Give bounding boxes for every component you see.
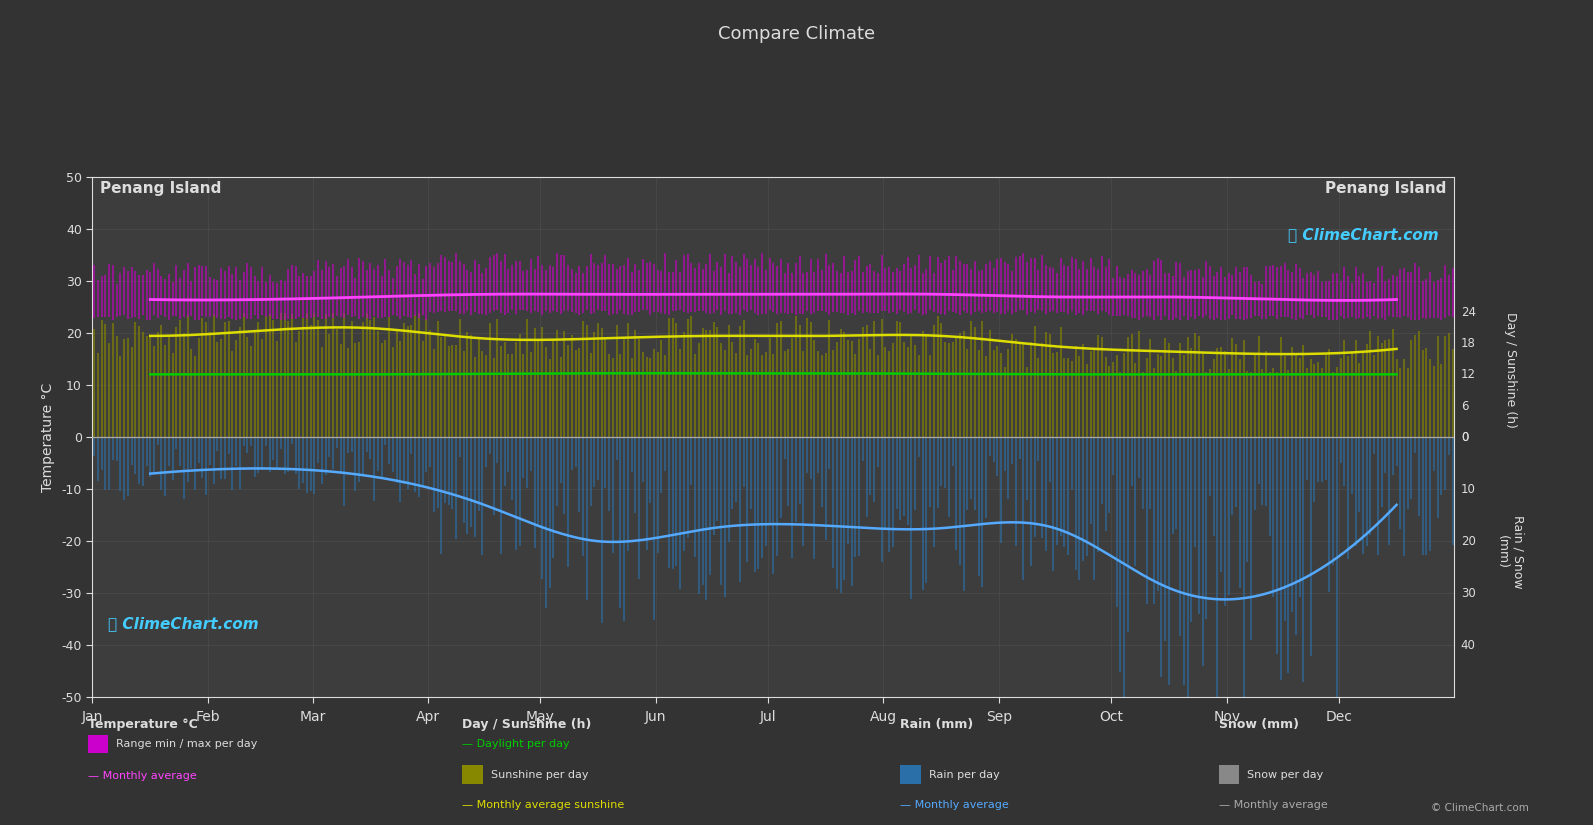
Text: 🌐 ClimeChart.com: 🌐 ClimeChart.com xyxy=(1287,227,1438,242)
Text: 10: 10 xyxy=(1461,483,1475,496)
Text: Rain / Snow
(mm): Rain / Snow (mm) xyxy=(1496,515,1525,588)
Text: Rain per day: Rain per day xyxy=(929,770,999,780)
Text: Rain (mm): Rain (mm) xyxy=(900,718,973,731)
Text: Compare Climate: Compare Climate xyxy=(718,25,875,43)
Text: 20: 20 xyxy=(1461,535,1475,548)
Y-axis label: Temperature °C: Temperature °C xyxy=(40,383,54,492)
Text: 40: 40 xyxy=(1461,639,1475,652)
Text: — Monthly average: — Monthly average xyxy=(900,800,1008,810)
Text: 0: 0 xyxy=(1461,431,1469,444)
Text: Penang Island: Penang Island xyxy=(100,182,221,196)
Text: © ClimeChart.com: © ClimeChart.com xyxy=(1432,803,1529,813)
Text: — Monthly average: — Monthly average xyxy=(1219,800,1327,810)
Text: Snow (mm): Snow (mm) xyxy=(1219,718,1298,731)
Text: 0: 0 xyxy=(1461,431,1469,444)
Text: 🌐 ClimeChart.com: 🌐 ClimeChart.com xyxy=(108,616,260,631)
Text: 18: 18 xyxy=(1461,337,1475,350)
Text: Sunshine per day: Sunshine per day xyxy=(491,770,588,780)
Text: — Monthly average sunshine: — Monthly average sunshine xyxy=(462,800,624,810)
Text: — Daylight per day: — Daylight per day xyxy=(462,739,570,749)
Text: Range min / max per day: Range min / max per day xyxy=(116,739,258,749)
Text: Temperature °C: Temperature °C xyxy=(88,718,198,731)
Text: — Monthly average: — Monthly average xyxy=(88,771,196,780)
Text: Day / Sunshine (h): Day / Sunshine (h) xyxy=(462,718,591,731)
Text: 24: 24 xyxy=(1461,306,1475,319)
Text: 30: 30 xyxy=(1461,587,1475,600)
Text: Penang Island: Penang Island xyxy=(1325,182,1446,196)
Text: Day / Sunshine (h): Day / Sunshine (h) xyxy=(1504,312,1517,427)
Text: 12: 12 xyxy=(1461,369,1475,381)
Text: 6: 6 xyxy=(1461,399,1469,412)
Text: Snow per day: Snow per day xyxy=(1247,770,1324,780)
